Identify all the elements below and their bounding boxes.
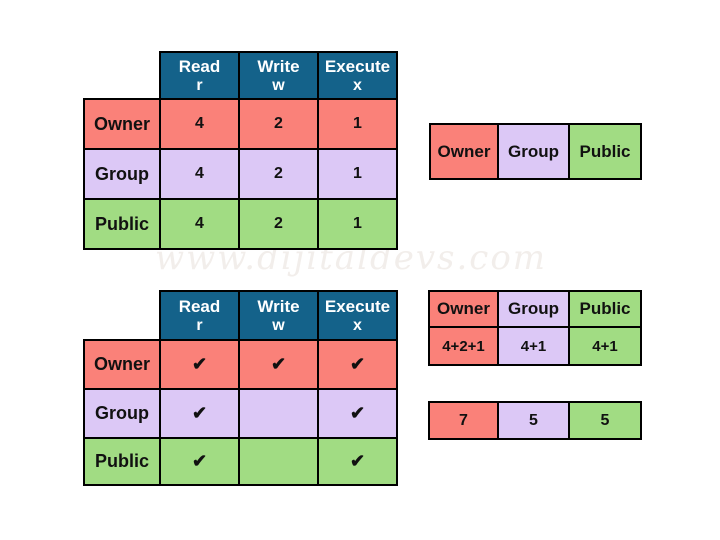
header-symbol: r xyxy=(196,77,203,95)
header-label: Read xyxy=(178,57,221,77)
sum-table: Owner Group Public 4+2+1 4+1 4+1 xyxy=(428,290,642,366)
sum-value-owner: 4+2+1 xyxy=(428,326,499,366)
sum-header-public: Public xyxy=(568,290,642,328)
table-cell: 2 xyxy=(238,148,319,200)
table-cell: 2 xyxy=(238,198,319,250)
check-mark-cell: ✔ xyxy=(317,437,398,486)
check-mark-cell: ✔ xyxy=(317,339,398,390)
row-label-owner: Owner xyxy=(83,98,161,150)
header-label: Execute xyxy=(324,297,391,317)
column-header-read: Read r xyxy=(159,51,240,100)
row-label-group: Group xyxy=(83,148,161,200)
header-label: Write xyxy=(257,297,300,317)
sum-header-group: Group xyxy=(497,290,570,328)
row-label-group: Group xyxy=(83,388,161,439)
corner-spacer xyxy=(84,291,160,340)
column-header-write: Write w xyxy=(238,51,319,100)
result-value-public: 5 xyxy=(568,401,642,440)
empty-cell xyxy=(238,388,319,439)
table-cell: 4 xyxy=(159,148,240,200)
sum-header-owner: Owner xyxy=(428,290,499,328)
row-label-owner: Owner xyxy=(83,339,161,390)
column-header-execute: Execute x xyxy=(317,290,398,341)
table-cell: 4 xyxy=(159,198,240,250)
check-mark-cell: ✔ xyxy=(159,437,240,486)
corner-spacer xyxy=(84,52,160,99)
role-cell-owner: Owner xyxy=(429,123,499,180)
table-cell: 1 xyxy=(317,98,398,150)
table-cell: 4 xyxy=(159,98,240,150)
table-cell: 1 xyxy=(317,198,398,250)
role-bar: Owner Group Public xyxy=(429,123,642,180)
header-symbol: r xyxy=(196,317,203,335)
check-mark-cell: ✔ xyxy=(317,388,398,439)
header-symbol: x xyxy=(353,317,362,335)
column-header-read: Read r xyxy=(159,290,240,341)
sum-value-public: 4+1 xyxy=(568,326,642,366)
header-label: Read xyxy=(178,297,221,317)
check-table: Read r Write w Execute x Owner ✔ ✔ ✔ Gro… xyxy=(83,290,398,486)
column-header-write: Write w xyxy=(238,290,319,341)
check-mark-cell: ✔ xyxy=(159,339,240,390)
row-label-public: Public xyxy=(83,437,161,486)
empty-cell xyxy=(238,437,319,486)
header-label: Write xyxy=(257,57,300,77)
header-label: Execute xyxy=(324,57,391,77)
result-bar: 7 5 5 xyxy=(428,401,642,440)
role-cell-public: Public xyxy=(568,123,642,180)
table-cell: 2 xyxy=(238,98,319,150)
header-symbol: x xyxy=(353,77,362,95)
result-value-owner: 7 xyxy=(428,401,499,440)
header-symbol: w xyxy=(272,77,285,95)
result-value-group: 5 xyxy=(497,401,570,440)
row-label-public: Public xyxy=(83,198,161,250)
column-header-execute: Execute x xyxy=(317,51,398,100)
check-mark-cell: ✔ xyxy=(159,388,240,439)
sum-value-group: 4+1 xyxy=(497,326,570,366)
table-cell: 1 xyxy=(317,148,398,200)
role-cell-group: Group xyxy=(497,123,570,180)
octal-values-table: Read r Write w Execute x Owner 4 2 1 Gro… xyxy=(83,51,398,250)
header-symbol: w xyxy=(272,317,285,335)
check-mark-cell: ✔ xyxy=(238,339,319,390)
